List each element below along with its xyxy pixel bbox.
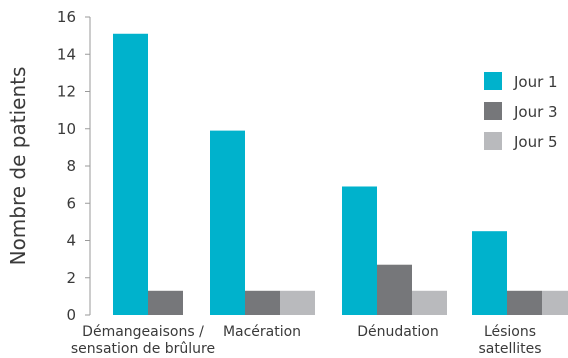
bar-jour-1-2 xyxy=(342,186,377,315)
x-category-label-line: sensation de brûlure xyxy=(71,341,215,357)
bar-jour-5-2 xyxy=(412,290,447,315)
y-tick-label: 16 xyxy=(57,8,76,26)
legend-label: Jour 5 xyxy=(513,133,558,151)
y-axis-title: Nombre de patients xyxy=(6,67,30,266)
legend-label: Jour 1 xyxy=(513,73,558,91)
x-category-label: Macération xyxy=(223,324,301,340)
bar-jour-3-2 xyxy=(377,264,412,315)
bar-jour-1-3 xyxy=(472,231,507,315)
legend-label: Jour 3 xyxy=(513,103,558,121)
x-category-label-line: satellites xyxy=(478,341,541,357)
bar-jour-3-0 xyxy=(148,290,183,315)
legend-swatch xyxy=(484,102,502,120)
y-tick-label: 8 xyxy=(66,157,76,175)
bars xyxy=(113,33,568,315)
legend-swatch xyxy=(484,72,502,90)
legend: Jour 1 Jour 3 Jour 5 xyxy=(484,72,558,151)
bar-jour-3-3 xyxy=(507,290,542,315)
x-category-label-line: Démangeaisons / xyxy=(82,324,204,340)
y-tick-label: 12 xyxy=(57,83,76,101)
bar-jour-3-1 xyxy=(245,290,280,315)
y-axis: 0 2 4 6 8 10 12 14 16 xyxy=(57,8,91,324)
y-tick-label: 4 xyxy=(66,232,76,250)
bar-jour-1-0 xyxy=(113,33,148,315)
y-tick-label: 0 xyxy=(66,306,76,324)
y-tick-label: 14 xyxy=(57,45,76,63)
x-axis-labels: Démangeaisons / sensation de brûlure Macér… xyxy=(71,324,542,357)
bar-jour-1-1 xyxy=(210,130,245,315)
x-category-label-line: Macération xyxy=(223,324,301,340)
legend-swatch xyxy=(484,132,502,150)
x-category-label: Lésions satellites xyxy=(478,324,541,357)
y-tick-label: 6 xyxy=(66,194,76,212)
y-tick-label: 10 xyxy=(57,120,76,138)
y-axis-title-group: Nombre de patients xyxy=(6,67,30,266)
x-category-label-line: Dénudation xyxy=(357,324,438,340)
x-category-label: Démangeaisons / sensation de brûlure xyxy=(71,324,215,357)
x-category-label-line: Lésions xyxy=(484,324,536,340)
x-category-label: Dénudation xyxy=(357,324,438,340)
bar-jour-5-3 xyxy=(542,290,568,315)
y-tick-label: 2 xyxy=(66,269,76,287)
bar-jour-5-1 xyxy=(280,290,315,315)
